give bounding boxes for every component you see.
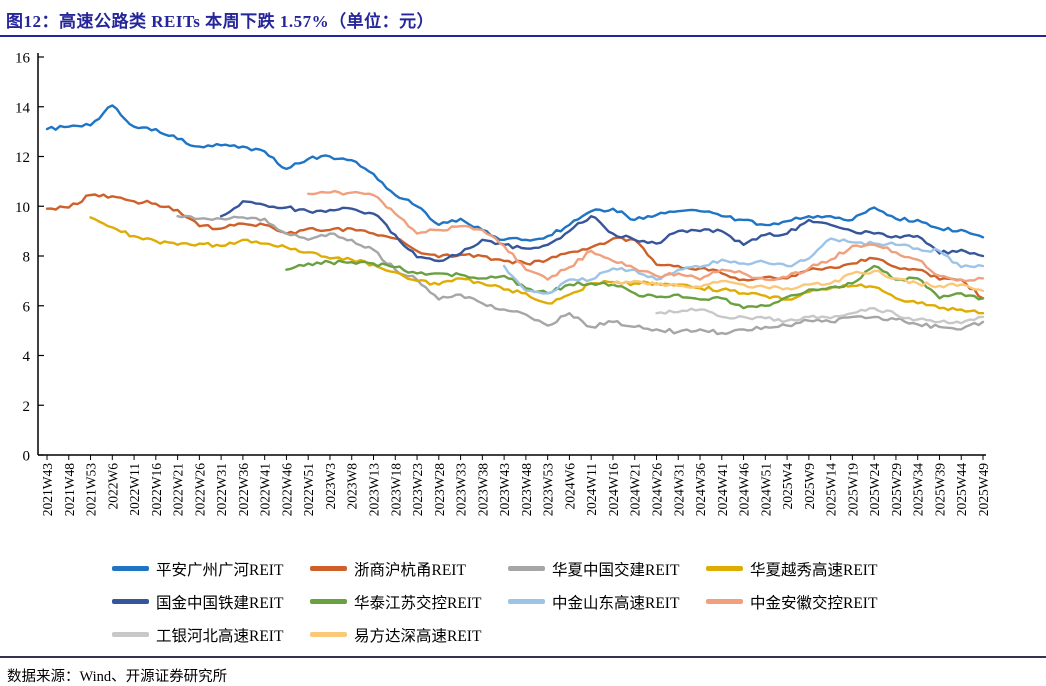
legend-item: 华泰江苏交控REIT (310, 585, 508, 618)
legend-label: 中金安徽交控REIT (750, 594, 878, 612)
series-line-8 (307, 189, 985, 283)
x-tick-label: 2024W16 (606, 463, 621, 516)
x-tick-label: 2024W26 (649, 463, 664, 516)
series-line-7 (502, 237, 985, 295)
x-tick-label: 2021W53 (84, 463, 99, 516)
x-tick-label: 2023W43 (497, 463, 512, 516)
footer-bar: 数据来源：Wind、开源证券研究所 (0, 656, 1046, 686)
x-tick-label: 2024W41 (715, 463, 730, 516)
legend-swatch (310, 599, 347, 604)
x-tick-label: 2025W34 (911, 463, 926, 516)
series-line-2 (45, 193, 985, 300)
x-tick-label: 2022W6 (105, 463, 120, 510)
legend-swatch (310, 632, 347, 637)
legend-swatch (310, 566, 347, 571)
x-tick-label: 2021W43 (40, 463, 55, 516)
y-tick-label: 4 (23, 349, 31, 365)
x-tick-label: 2023W3 (323, 463, 338, 510)
y-tick-label: 16 (15, 51, 31, 67)
x-tick-label: 2022W36 (236, 463, 251, 516)
x-tick-label: 2022W21 (171, 463, 186, 516)
x-tick-label: 2025W14 (824, 463, 839, 516)
x-tick-label: 2023W18 (388, 463, 403, 516)
legend-label: 浙商沪杭甬REIT (354, 561, 466, 579)
x-tick-label: 2024W11 (584, 463, 599, 516)
y-tick-label: 0 (23, 449, 31, 465)
legend-label: 易方达深高速REIT (354, 627, 482, 645)
x-tick-label: 2023W33 (454, 463, 469, 516)
x-tick-label: 2025W39 (932, 463, 947, 516)
series-line-4 (89, 216, 985, 315)
x-tick-label: 2022W46 (279, 463, 294, 516)
legend-label: 国金中国铁建REIT (156, 594, 284, 612)
series-line-6 (285, 259, 985, 310)
x-tick-label: 2022W31 (214, 463, 229, 516)
x-tick-label: 2022W16 (149, 463, 164, 516)
x-tick-label: 2025W44 (954, 463, 969, 516)
y-tick-label: 14 (15, 100, 31, 116)
legend-swatch (706, 599, 743, 604)
series-line-10 (611, 269, 985, 292)
x-tick-label: 2023W28 (432, 463, 447, 516)
legend-item: 中金山东高速REIT (508, 585, 706, 618)
x-tick-label: 2025W4 (780, 463, 795, 510)
legend-swatch (112, 566, 149, 571)
legend-item: 华夏中国交建REIT (508, 552, 706, 585)
series-line-9 (655, 307, 985, 325)
y-tick-label: 10 (15, 200, 30, 216)
legend-item: 国金中国铁建REIT (112, 585, 310, 618)
x-tick-label: 2025W19 (845, 463, 860, 516)
legend-label: 华泰江苏交控REIT (354, 594, 482, 612)
x-tick-label: 2025W29 (889, 463, 904, 516)
x-tick-label: 2024W31 (671, 463, 686, 516)
legend-swatch (112, 599, 149, 604)
y-tick-label: 12 (15, 150, 30, 166)
legend-label: 华夏越秀高速REIT (750, 561, 878, 579)
x-tick-label: 2025W49 (976, 463, 991, 516)
x-tick-label: 2021W48 (62, 463, 77, 516)
x-tick-label: 2024W21 (628, 463, 643, 516)
x-tick-label: 2023W38 (475, 463, 490, 516)
series-line-5 (219, 200, 985, 263)
x-tick-label: 2022W11 (127, 463, 142, 516)
legend-swatch (112, 632, 149, 637)
legend-label: 工银河北高速REIT (156, 627, 284, 645)
x-tick-label: 2023W53 (541, 463, 556, 516)
legend-item: 中金安徽交控REIT (706, 585, 904, 618)
legend-item: 华夏越秀高速REIT (706, 552, 904, 585)
data-source-note: 数据来源：Wind、开源证券研究所 (7, 669, 228, 685)
figure-title: 图12：高速公路类 REITs 本周下跌 1.57%（单位：元） (6, 12, 435, 31)
series-line-3 (176, 214, 985, 336)
x-tick-label: 2022W51 (301, 463, 316, 516)
x-tick-label: 2023W23 (410, 463, 425, 516)
legend-swatch (508, 599, 545, 604)
x-tick-label: 2024W36 (693, 463, 708, 516)
x-tick-label: 2024W46 (737, 463, 752, 516)
x-tick-label: 2024W51 (758, 463, 773, 516)
x-tick-label: 2025W9 (802, 463, 817, 510)
series-line-1 (45, 104, 985, 242)
x-tick-label: 2023W13 (367, 463, 382, 516)
y-tick-label: 2 (23, 399, 31, 415)
x-tick-label: 2024W6 (562, 463, 577, 510)
legend-item: 易方达深高速REIT (310, 618, 508, 651)
chart-legend: 平安广州广河REIT 浙商沪杭甬REIT 华夏中国交建REIT 华夏越秀高速REIT 国… (112, 552, 992, 651)
y-tick-label: 8 (23, 250, 31, 266)
legend-item: 浙商沪杭甬REIT (310, 552, 508, 585)
legend-label: 中金山东高速REIT (552, 594, 680, 612)
legend-item: 平安广州广河REIT (112, 552, 310, 585)
legend-label: 华夏中国交建REIT (552, 561, 680, 579)
legend-swatch (706, 566, 743, 571)
x-tick-label: 2025W24 (867, 463, 882, 516)
legend-swatch (508, 566, 545, 571)
figure-title-bar: 图12：高速公路类 REITs 本周下跌 1.57%（单位：元） (0, 0, 1046, 37)
y-tick-label: 6 (23, 299, 31, 315)
x-tick-label: 2022W41 (258, 463, 273, 516)
legend-item: 工银河北高速REIT (112, 618, 310, 651)
legend-label: 平安广州广河REIT (156, 561, 284, 579)
x-tick-label: 2023W8 (345, 463, 360, 510)
x-tick-label: 2023W48 (519, 463, 534, 516)
x-tick-label: 2022W26 (192, 463, 207, 516)
